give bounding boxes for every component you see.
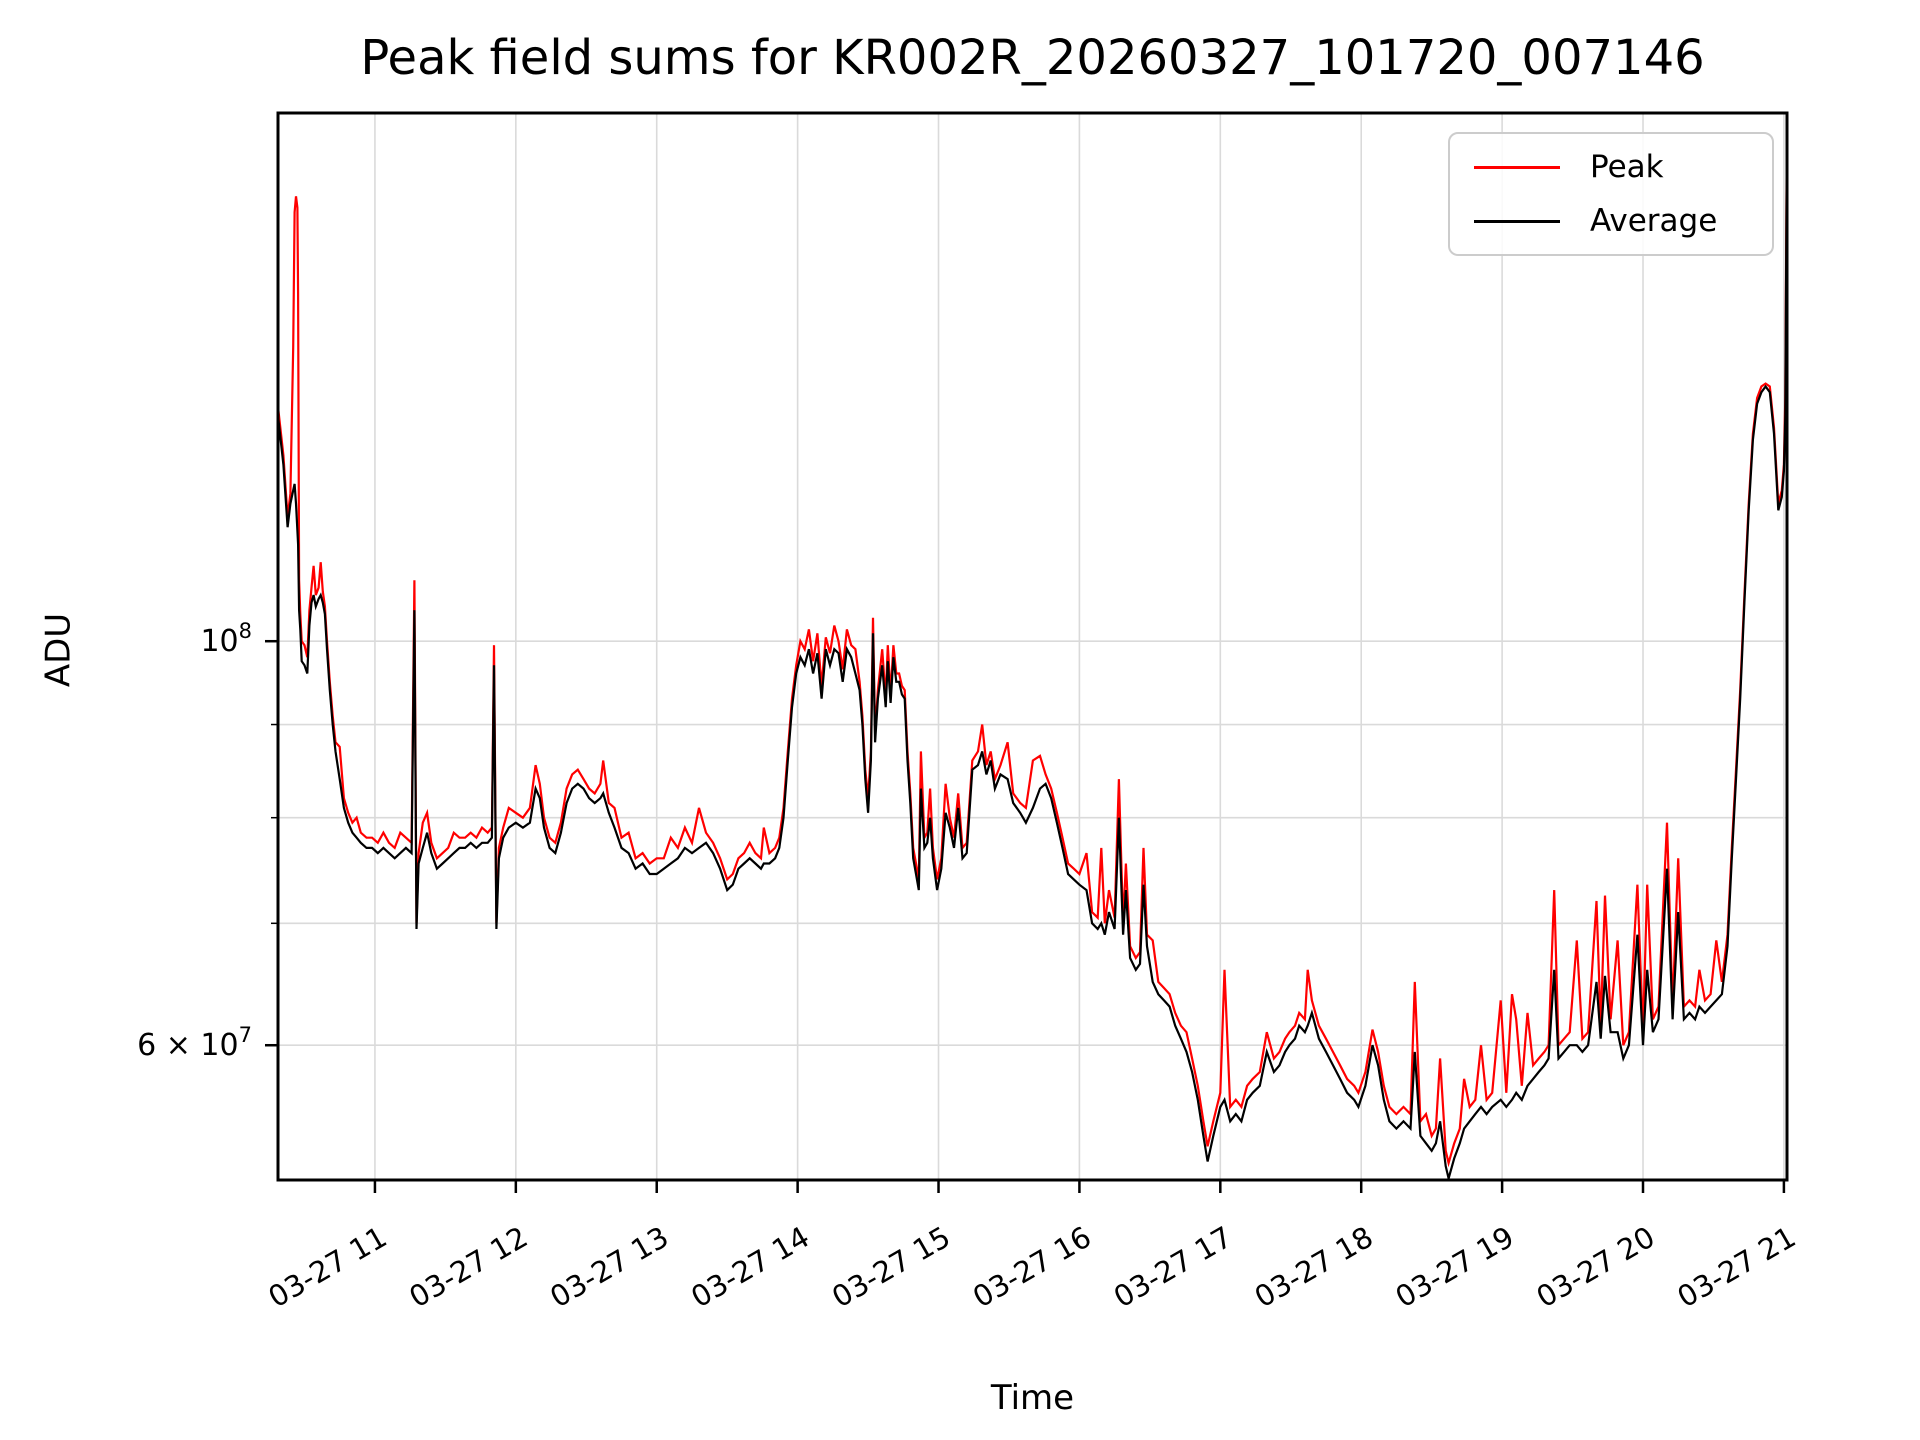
- svg-text:03-27 21: 03-27 21: [1671, 1220, 1801, 1315]
- chart-title: Peak field sums for KR002R_20260327_1017…: [360, 30, 1705, 86]
- svg-text:03-27 15: 03-27 15: [826, 1220, 956, 1315]
- legend: Peak Average: [1448, 132, 1774, 256]
- legend-label-average: Average: [1590, 203, 1718, 239]
- peak-line-swatch: [1474, 165, 1560, 169]
- svg-text:03-27 17: 03-27 17: [1108, 1220, 1238, 1315]
- legend-item-average: Average: [1450, 196, 1772, 246]
- svg-text:6 × 107: 6 × 107: [137, 1023, 252, 1063]
- svg-text:03-27 19: 03-27 19: [1390, 1220, 1520, 1315]
- y-tick-labels: 108 6 × 107: [137, 619, 252, 1063]
- svg-text:03-27 20: 03-27 20: [1531, 1220, 1661, 1315]
- legend-item-peak: Peak: [1450, 142, 1772, 192]
- svg-text:03-27 11: 03-27 11: [263, 1220, 393, 1315]
- x-tick-labels: 03-27 11 03-27 12 03-27 13 03-27 14 03-27 15…: [263, 1220, 1802, 1315]
- average-line-swatch: [1474, 219, 1560, 223]
- svg-text:03-27 18: 03-27 18: [1249, 1220, 1379, 1315]
- svg-text:03-27 14: 03-27 14: [685, 1220, 815, 1315]
- svg-text:03-27 12: 03-27 12: [403, 1220, 533, 1315]
- legend-label-peak: Peak: [1590, 149, 1664, 185]
- y-axis-label: ADU: [38, 612, 79, 688]
- svg-text:108: 108: [200, 619, 252, 659]
- svg-text:03-27 13: 03-27 13: [544, 1220, 674, 1315]
- tick-marks: [265, 639, 1786, 1193]
- gridlines: [278, 113, 1787, 1180]
- series-lines: [278, 113, 1787, 1179]
- svg-text:03-27 16: 03-27 16: [967, 1220, 1097, 1315]
- axes-frame: [276, 111, 1789, 1182]
- x-axis-label: Time: [990, 1378, 1075, 1418]
- peak-line: [278, 113, 1787, 1168]
- average-line: [278, 121, 1787, 1179]
